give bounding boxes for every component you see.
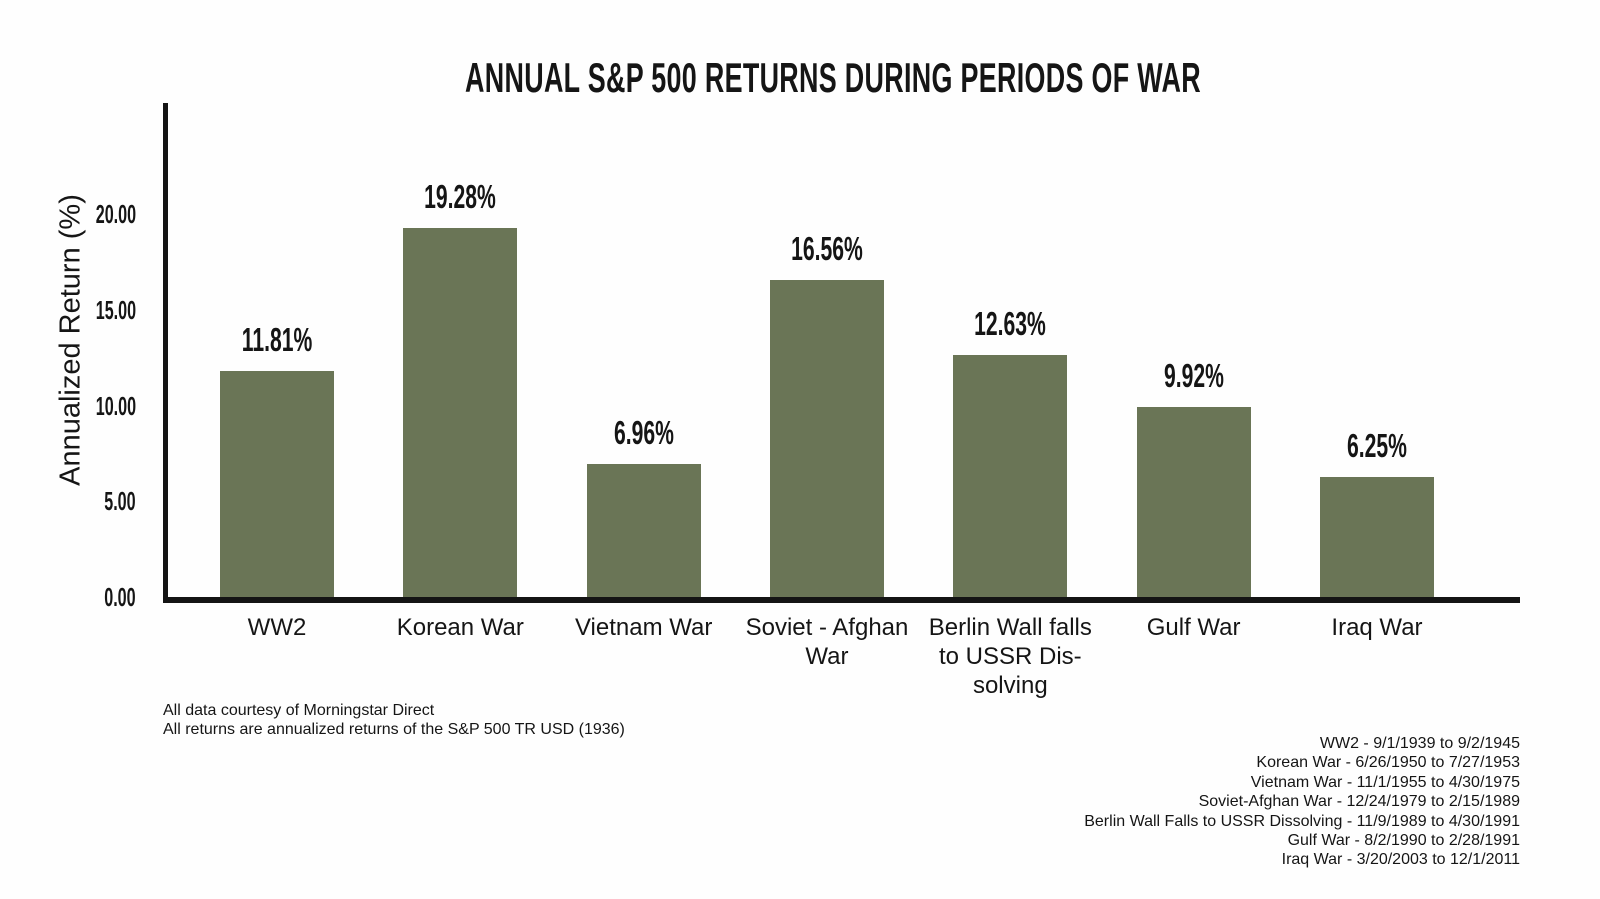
bar-group: 9.92% Gulf War (1136, 103, 1251, 641)
bar-value-label: 6.25% (1347, 427, 1407, 465)
bar-value-label: 12.63% (974, 305, 1047, 343)
war-date-line: Soviet-Afghan War - 12/24/1979 to 2/15/1… (1198, 793, 1520, 811)
bar (1136, 407, 1251, 597)
war-date-line: WW2 - 9/1/1939 to 9/2/1945 (1319, 735, 1520, 752)
footnote-war-dates: WW2 - 9/1/1939 to 9/2/1945 Korean War - 6… (1084, 734, 1520, 870)
footnote-source: All data courtesy of Morningstar Direct A… (163, 701, 625, 739)
y-axis-tick-label: 20.00 (95, 199, 136, 229)
footnote-line: All data courtesy of Morningstar Direct (163, 702, 435, 719)
bar-value-label: 16.56% (791, 229, 863, 267)
war-date-line: Vietnam War - 11/1/1955 to 4/30/1975 (1250, 773, 1520, 791)
bar (220, 370, 334, 597)
bar-group: 11.81% WW2 (220, 103, 334, 641)
footnote-line: All returns are annualized returns of th… (163, 721, 625, 738)
bar (586, 463, 701, 597)
bar-group: 16.56% Soviet - Afghan War (746, 103, 909, 670)
plot-area: 11.81% WW2 19.28% Korean War 6.96% Vietnam Wa… (163, 103, 1520, 699)
bar-value-label: 19.28% (424, 177, 497, 215)
x-axis-category-label: Gulf War (1146, 614, 1241, 641)
war-date-line: Iraq War - 3/20/2003 to 12/1/2011 (1281, 851, 1520, 869)
bar (1319, 477, 1434, 597)
y-axis-tick-label: 15.00 (95, 294, 136, 325)
bar (769, 279, 884, 597)
bar (953, 355, 1068, 597)
x-axis-category-label: Vietnam War (574, 614, 713, 641)
y-axis-tick-label: 5.00 (104, 486, 136, 517)
bar-value-label: 9.92% (1163, 357, 1224, 395)
bar-value-label: 11.81% (241, 320, 313, 358)
bar (403, 227, 518, 597)
war-date-line: Korean War - 6/26/1950 to 7/27/1953 (1256, 754, 1520, 772)
bar-group: 12.63% Berlin Wall falls to USSR Dis- sol… (929, 103, 1092, 699)
y-axis-tick-label: 0.00 (104, 582, 136, 612)
war-date-line: Berlin Wall Falls to USSR Dissolving - 1… (1084, 812, 1520, 830)
war-date-line: Gulf War - 8/2/1990 to 2/28/1991 (1287, 832, 1520, 850)
bars-container: 11.81% WW2 19.28% Korean War 6.96% Vietnam Wa… (168, 103, 1520, 699)
x-axis-category-label: Berlin Wall falls to USSR Dis- solving (928, 614, 1092, 699)
bar-value-label: 6.96% (613, 413, 674, 451)
x-axis-category-label: Iraq War (1331, 614, 1423, 641)
y-axis-tick-labels: 0.00 5.00 10.00 15.00 20.00 (0, 103, 150, 610)
chart-title: ANNUAL S&P 500 RETURNS DURING PERIODS OF… (465, 54, 1201, 101)
x-axis-category-label: Soviet - Afghan War (745, 614, 909, 670)
bar-group: 19.28% Korean War (397, 103, 524, 641)
bar-group: 6.25% Iraq War (1319, 103, 1434, 641)
x-axis-category-label: Korean War (396, 614, 524, 641)
y-axis-tick-label: 10.00 (95, 390, 136, 421)
bar-group: 6.96% Vietnam War (575, 103, 712, 641)
x-axis-category-label: WW2 (247, 614, 307, 641)
